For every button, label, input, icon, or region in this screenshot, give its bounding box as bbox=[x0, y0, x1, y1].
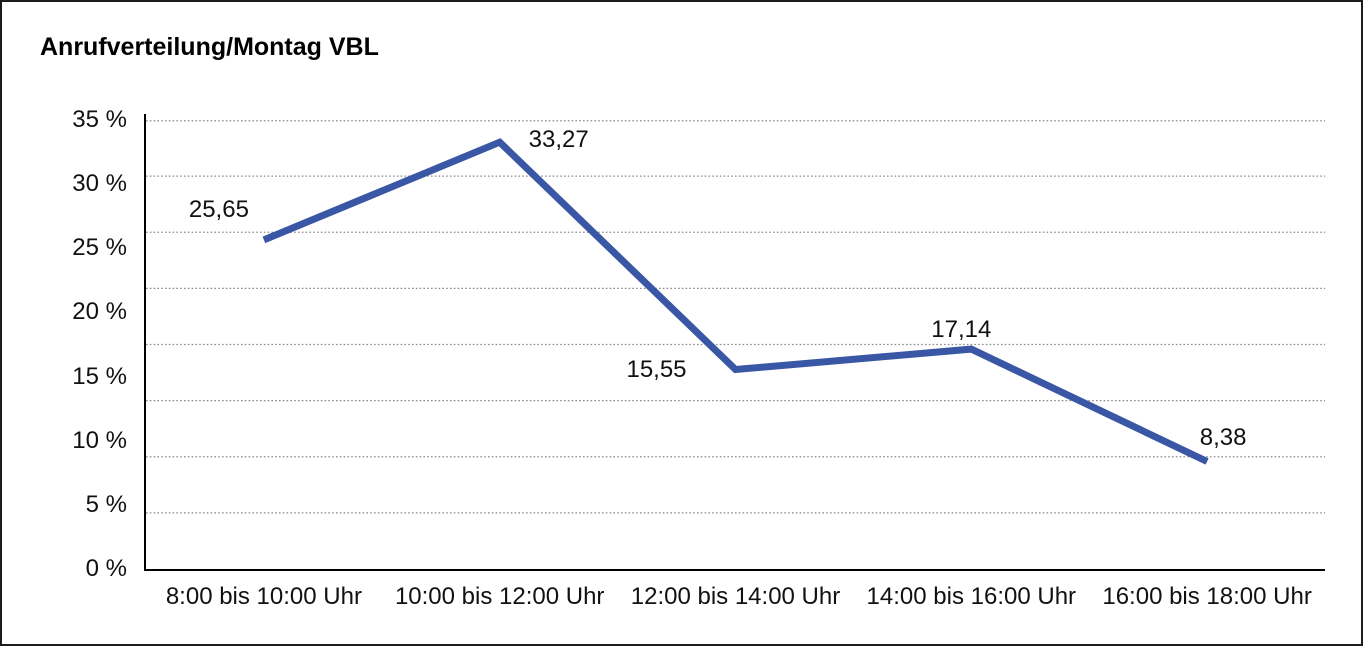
y-axis-tick-label: 10 % bbox=[72, 426, 127, 454]
y-axis-tick-label: 20 % bbox=[72, 298, 127, 326]
data-point-label: 8,38 bbox=[1199, 424, 1247, 452]
y-axis-tick-label: 15 % bbox=[72, 362, 127, 390]
y-axis-tick-label: 5 % bbox=[85, 490, 127, 518]
y-axis-tick-label: 0 % bbox=[85, 555, 127, 582]
y-axis-tick-label: 35 % bbox=[72, 106, 127, 133]
x-axis-category-label: 14:00 bis 16:00 Uhr bbox=[866, 583, 1077, 610]
x-axis-category-label: 10:00 bis 12:00 Uhr bbox=[394, 583, 605, 610]
data-line bbox=[262, 138, 1209, 465]
y-axis-tick-label: 25 % bbox=[72, 234, 127, 262]
x-axis-category-labels: 8:00 bis 10:00 Uhr 10:00 bis 12:00 Uhr 12:… bbox=[146, 585, 1325, 615]
x-axis-category-label: 16:00 bis 18:00 Uhr bbox=[1102, 583, 1312, 610]
plot-canvas bbox=[146, 120, 1325, 514]
data-point-label: 17,14 bbox=[931, 316, 992, 344]
plot-area: 25,65 33,27 15,55 17,14 8,38 bbox=[144, 120, 1325, 571]
x-axis-category-label: 12:00 bis 14:00 Uhr bbox=[630, 583, 841, 610]
x-axis-category-label: 8:00 bis 10:00 Uhr bbox=[165, 583, 362, 610]
y-axis-tick-labels: 35 % 30 % 25 % 20 % 15 % 10 % 5 % 0 % bbox=[2, 108, 127, 581]
chart-title: Anrufverteilung/Montag VBL bbox=[40, 33, 379, 61]
data-point-label: 25,65 bbox=[188, 195, 249, 223]
y-axis-tick-label: 30 % bbox=[72, 170, 127, 198]
y-axis-line-cap bbox=[144, 114, 146, 120]
data-point-label: 15,55 bbox=[626, 355, 687, 383]
data-point-label: 33,27 bbox=[528, 126, 589, 154]
